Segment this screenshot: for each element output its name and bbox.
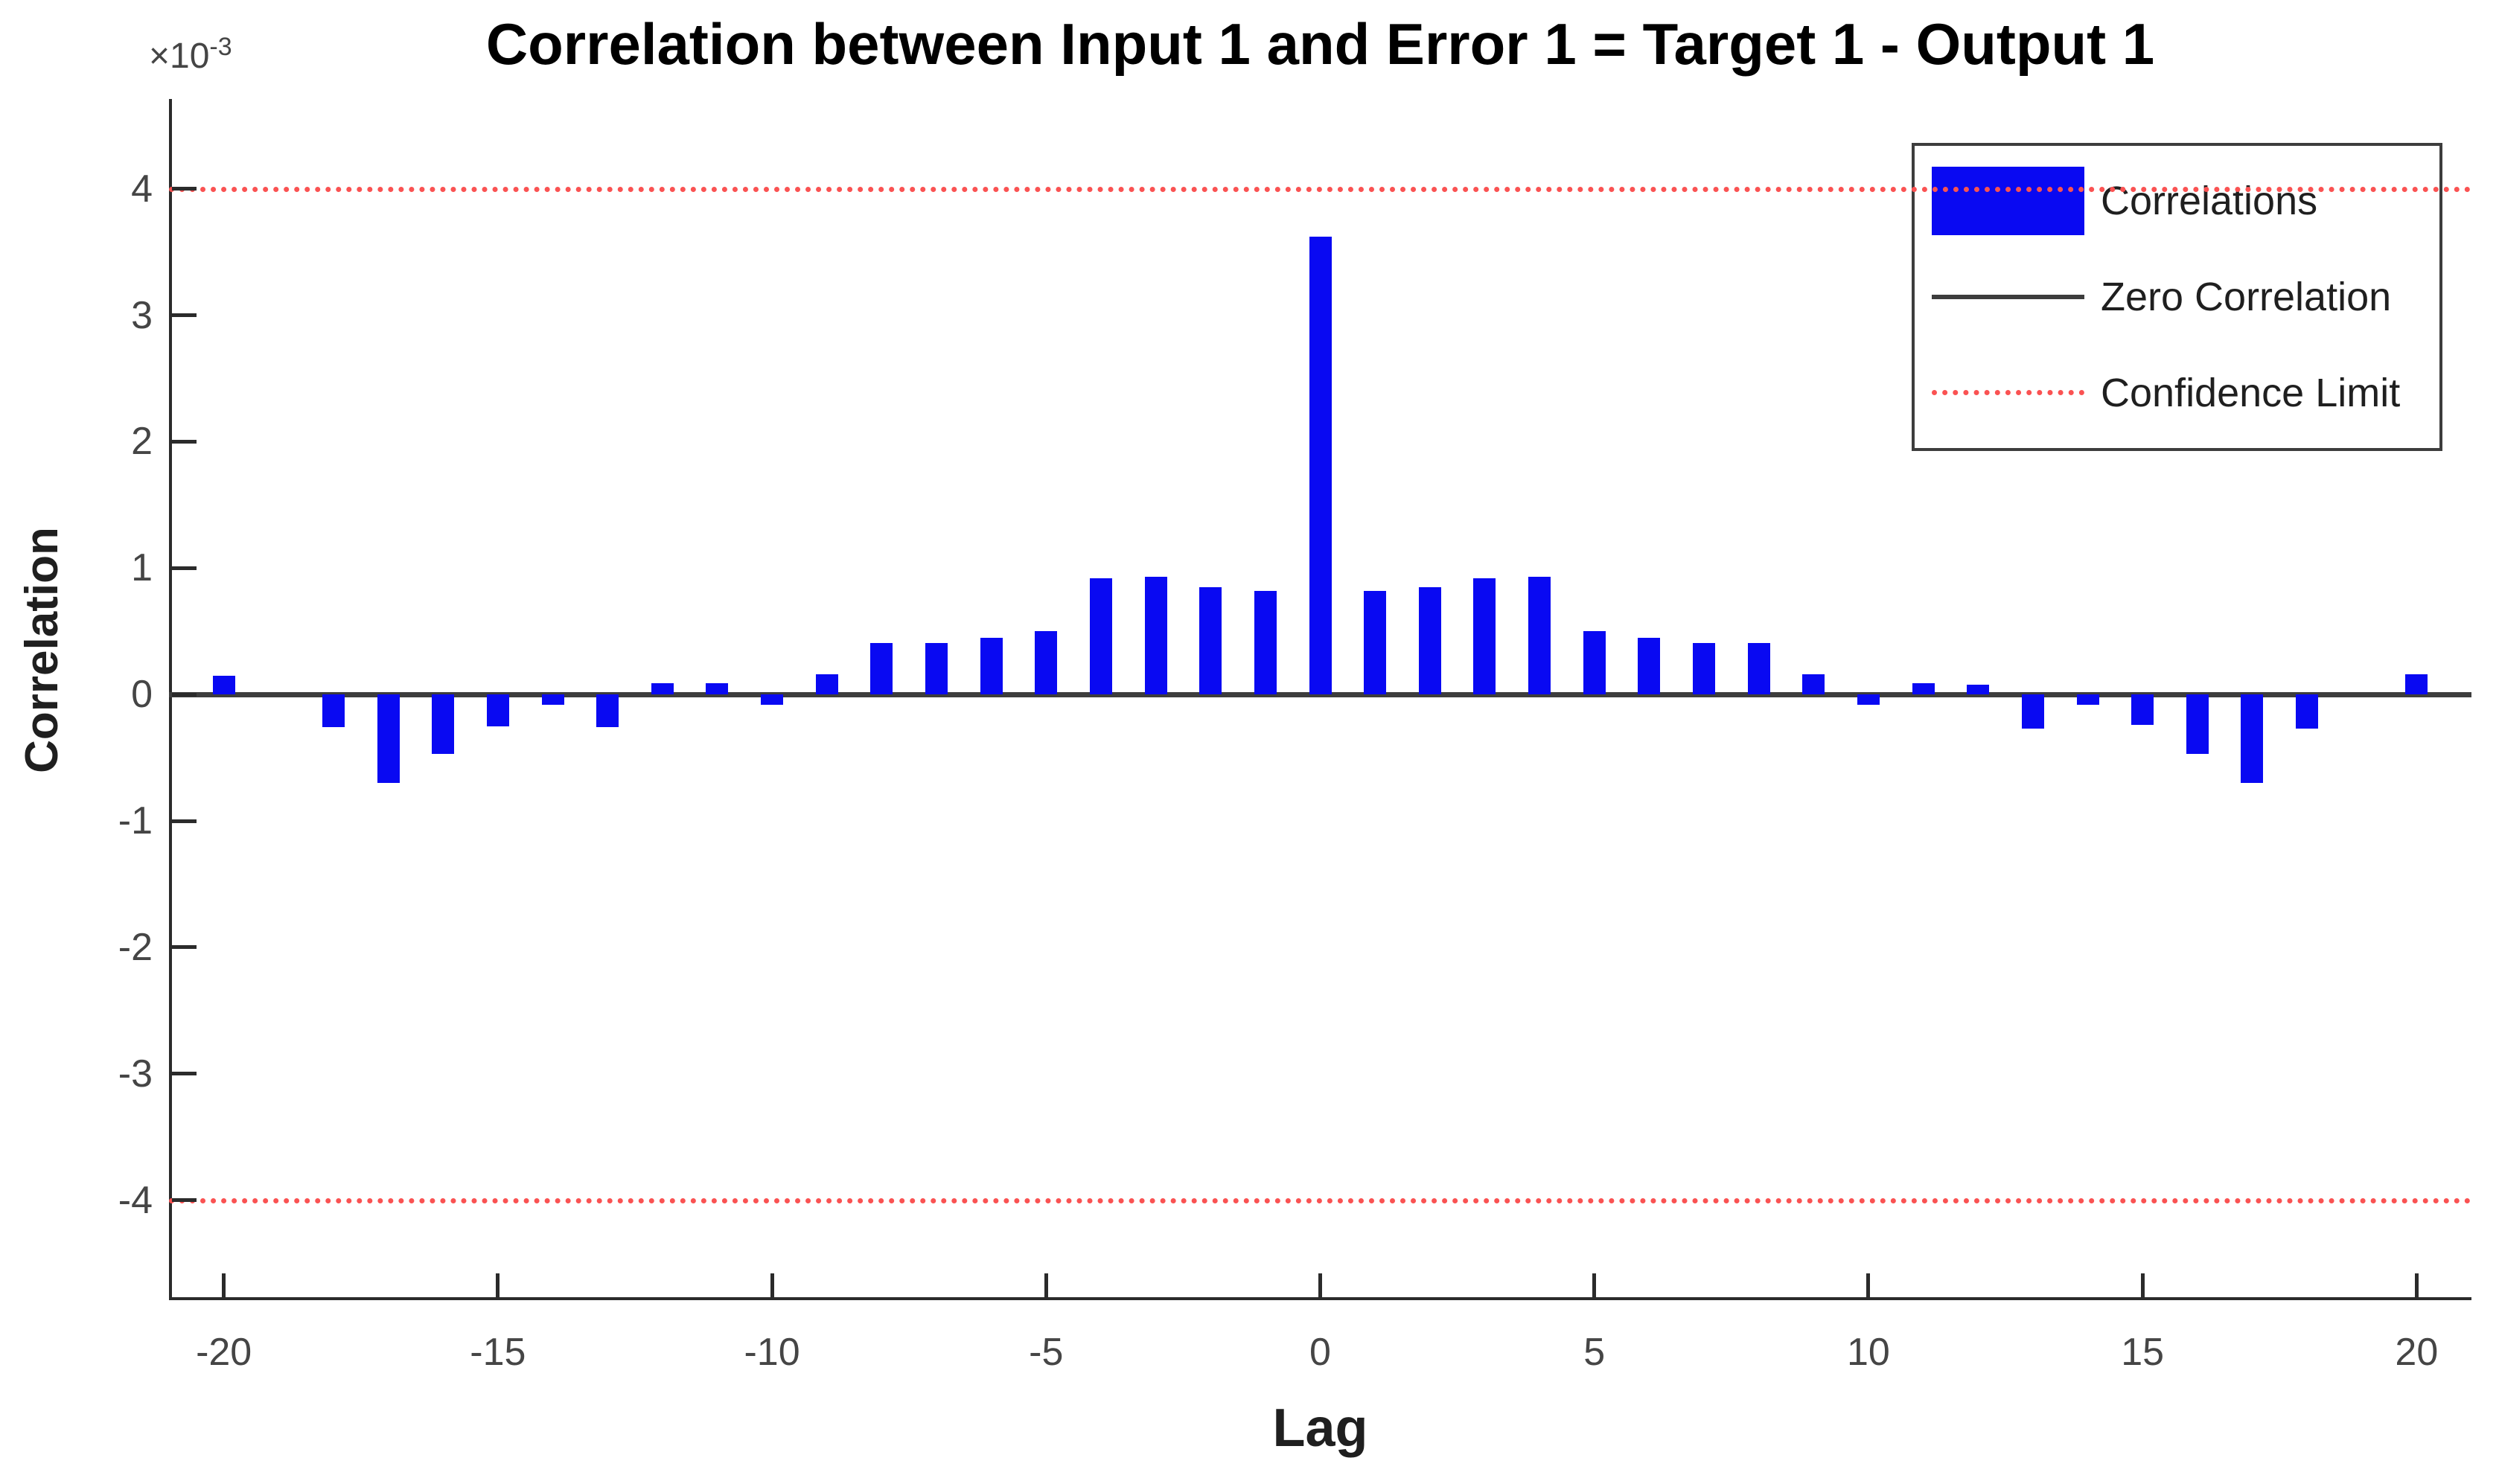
correlation-bar-lag-16	[2186, 694, 2209, 755]
correlation-bar-lag-14	[2076, 694, 2099, 705]
x-tick-label: 0	[1309, 1331, 1331, 1374]
y-tick	[172, 1072, 197, 1076]
correlation-bar-lag-15	[2131, 694, 2154, 725]
y-axis-multiplier-base: ×10	[149, 36, 210, 76]
correlation-bar-lag-10	[1857, 694, 1880, 705]
correlation-bar-lag--4	[1089, 578, 1112, 695]
y-axis-multiplier: ×10-3	[149, 33, 232, 77]
y-tick-label: -4	[118, 1178, 153, 1222]
correlation-bar-lag--13	[596, 694, 619, 728]
legend-label-correlations: Correlations	[2101, 179, 2318, 224]
x-tick	[1866, 1273, 1871, 1297]
correlation-bar-lag-4	[1528, 577, 1551, 695]
correlation-bar-lag-1	[1364, 590, 1387, 695]
legend-swatch-zero-correlation-icon	[1931, 294, 2084, 299]
legend-swatch-confidence-limit-icon	[1931, 390, 2084, 396]
correlation-bar-lag-20	[2405, 674, 2428, 695]
correlation-bar-lag-13	[2021, 694, 2044, 729]
x-axis-spine	[169, 1297, 2471, 1300]
x-tick-label: 5	[1583, 1331, 1606, 1374]
x-tick	[2140, 1273, 2145, 1297]
confidence-limit-line-lower	[169, 1197, 2471, 1203]
legend-item-correlations: Correlations	[1915, 156, 2439, 246]
correlation-bar-lag--14	[541, 694, 564, 705]
correlation-bar-lag--15	[486, 694, 509, 726]
y-tick	[172, 819, 197, 823]
legend-swatch-correlations-icon	[1931, 167, 2084, 236]
y-tick	[172, 187, 197, 191]
y-tick-label: 2	[131, 420, 153, 464]
y-tick-label: -2	[118, 925, 153, 969]
correlation-bar-lag--8	[870, 642, 893, 695]
correlation-bar-lag--16	[432, 694, 455, 755]
x-tick-label: 20	[2395, 1331, 2439, 1374]
correlation-bar-lag-9	[1802, 674, 1825, 695]
correlation-bar-lag-6	[1638, 637, 1661, 695]
correlation-bar-lag--11	[706, 682, 729, 695]
y-tick-label: -1	[118, 799, 153, 843]
correlation-bar-lag--17	[377, 694, 400, 784]
correlation-bar-lag--1	[1254, 590, 1277, 695]
x-tick-label: 10	[1847, 1331, 1890, 1374]
correlation-bar-lag-12	[1967, 684, 1990, 695]
correlation-bar-lag--20	[212, 675, 235, 695]
y-tick-label: 3	[131, 293, 153, 337]
x-tick	[1318, 1273, 1322, 1297]
correlation-bar-lag-3	[1473, 578, 1496, 695]
correlation-bar-lag-17	[2241, 694, 2264, 784]
correlation-bar-lag--2	[1199, 586, 1222, 695]
correlation-bar-lag-0	[1309, 237, 1332, 695]
correlation-bar-lag-2	[1418, 586, 1441, 695]
y-tick-label: -3	[118, 1052, 153, 1096]
legend-item-zero-correlation: Zero Correlation	[1915, 252, 2439, 342]
x-tick	[222, 1273, 226, 1297]
x-tick	[770, 1273, 774, 1297]
x-tick-label: -15	[470, 1331, 526, 1374]
correlation-bar-lag-11	[1912, 682, 1935, 695]
correlation-bar-lag--10	[761, 694, 784, 705]
correlation-bar-lag-8	[1747, 642, 1770, 695]
x-tick-label: -5	[1029, 1331, 1064, 1374]
y-axis-multiplier-exponent: -3	[209, 33, 232, 61]
y-tick-label: 4	[131, 167, 153, 211]
y-tick	[172, 692, 197, 697]
legend-item-confidence-limit: Confidence Limit	[1915, 348, 2439, 438]
x-tick-label: -10	[744, 1331, 800, 1374]
x-tick	[1592, 1273, 1597, 1297]
legend-label-confidence-limit: Confidence Limit	[2101, 370, 2401, 415]
confidence-limit-line-upper	[169, 186, 2471, 192]
legend-label-zero-correlation: Zero Correlation	[2101, 274, 2392, 319]
correlation-bar-lag--6	[980, 637, 1003, 695]
correlation-bar-lag--9	[815, 674, 838, 695]
zero-correlation-line	[169, 692, 2471, 698]
correlation-bar-lag-18	[2296, 694, 2319, 729]
legend: Correlations Zero Correlation Confidence…	[1912, 143, 2442, 451]
correlation-bar-lag--18	[322, 694, 345, 728]
x-axis-label: Lag	[1272, 1398, 1368, 1458]
y-tick	[172, 1198, 197, 1203]
x-tick-label: 15	[2121, 1331, 2165, 1374]
correlation-bar-lag--7	[925, 642, 948, 695]
correlation-bar-lag--3	[1144, 577, 1167, 695]
correlation-bar-lag-7	[1693, 642, 1715, 695]
x-tick	[1044, 1273, 1048, 1297]
correlation-bar-lag-5	[1583, 631, 1606, 695]
x-tick-label: -20	[196, 1331, 252, 1374]
x-tick	[496, 1273, 500, 1297]
y-tick	[172, 439, 197, 444]
correlation-bar-lag--5	[1035, 631, 1058, 695]
x-tick	[2414, 1273, 2419, 1297]
y-tick	[172, 313, 197, 318]
chart-title: Correlation between Input 1 and Error 1 …	[485, 11, 2155, 77]
y-tick-label: 1	[131, 546, 153, 590]
y-tick	[172, 566, 197, 570]
y-axis-spine	[169, 99, 172, 1300]
y-tick-label: 0	[131, 673, 153, 717]
correlation-bar-lag--12	[651, 682, 674, 695]
y-tick	[172, 945, 197, 950]
